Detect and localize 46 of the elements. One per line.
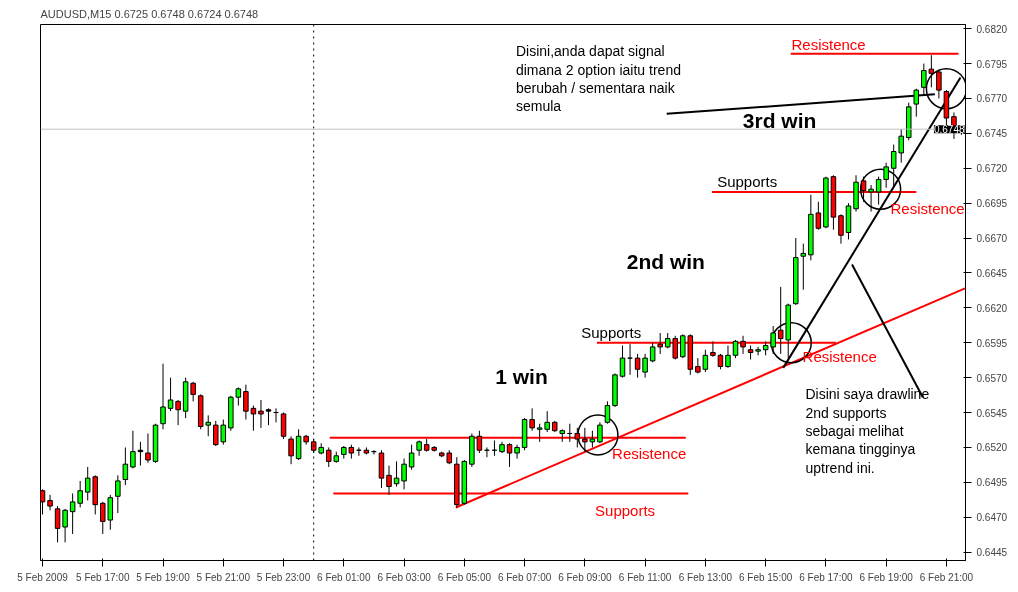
- y-tick-label: 0.6670: [976, 233, 1008, 245]
- x-tick-label: 5 Feb 21:00: [196, 571, 251, 583]
- x-tick-label: 5 Feb 23:00: [256, 571, 311, 583]
- y-tick-label: 0.6520: [976, 442, 1008, 454]
- x-tick-label: 6 Feb 07:00: [497, 571, 552, 583]
- y-tick-label: 0.6770: [976, 93, 1008, 105]
- x-tick-label: 6 Feb 03:00: [377, 571, 432, 583]
- y-tick-label: 0.6745: [976, 128, 1008, 140]
- x-tick-label: 6 Feb 05:00: [437, 571, 492, 583]
- x-tick-label: 6 Feb 01:00: [317, 571, 371, 583]
- y-tick-label: 0.6445: [976, 547, 1008, 559]
- x-tick-label: 5 Feb 2009: [17, 571, 69, 583]
- x-tick-label: 6 Feb 17:00: [799, 571, 854, 583]
- x-tick-label: 6 Feb 19:00: [859, 571, 914, 583]
- y-tick-label: 0.6720: [976, 163, 1008, 175]
- annotation: Resistence: [791, 35, 866, 53]
- chart-title: AUDUSD,M15 0.6725 0.6748 0.6724 0.6748: [40, 7, 259, 20]
- x-tick-label: 6 Feb 15:00: [738, 571, 793, 583]
- x-tick-label: 6 Feb 11:00: [618, 571, 672, 583]
- annotation: Disini saya drawline 2nd supports sebagai melihat kemana tingginya uptrend ini.: [805, 386, 930, 476]
- x-tick-label: 5 Feb 17:00: [76, 571, 130, 583]
- y-tick-label: 0.6620: [976, 302, 1008, 314]
- annotation: Supports: [717, 172, 778, 190]
- annotation: Resistence: [890, 200, 965, 218]
- annotation: 3rd win: [742, 108, 817, 132]
- y-tick-label: 0.6695: [976, 198, 1008, 210]
- annotation: 2nd win: [626, 250, 705, 274]
- annotation: Resistence: [802, 347, 877, 365]
- x-tick-label: 5 Feb 19:00: [136, 571, 191, 583]
- y-tick-label: 0.6820: [976, 23, 1008, 35]
- x-tick-label: 6 Feb 13:00: [678, 571, 733, 583]
- y-tick-label: 0.6595: [976, 337, 1008, 349]
- x-tick-label: 6 Feb 21:00: [919, 571, 974, 583]
- ref-line-label: 0.6748: [933, 124, 965, 136]
- annotation: Disini,anda dapat signal dimana 2 option iaitu trend berubah / sementara naik semula: [515, 43, 681, 115]
- y-tick-label: 0.6645: [976, 267, 1008, 279]
- x-tick-label: 6 Feb 09:00: [558, 571, 612, 583]
- annotation: Supports: [581, 323, 642, 341]
- y-tick-label: 0.6470: [976, 512, 1008, 524]
- annotation: 1 win: [495, 365, 548, 389]
- y-tick-label: 0.6570: [976, 372, 1008, 384]
- y-tick-label: 0.6545: [976, 407, 1008, 419]
- y-tick-label: 0.6795: [976, 58, 1008, 70]
- annotation: Supports: [595, 501, 656, 519]
- y-tick-label: 0.6495: [976, 477, 1008, 489]
- annotation: Resistence: [612, 444, 687, 462]
